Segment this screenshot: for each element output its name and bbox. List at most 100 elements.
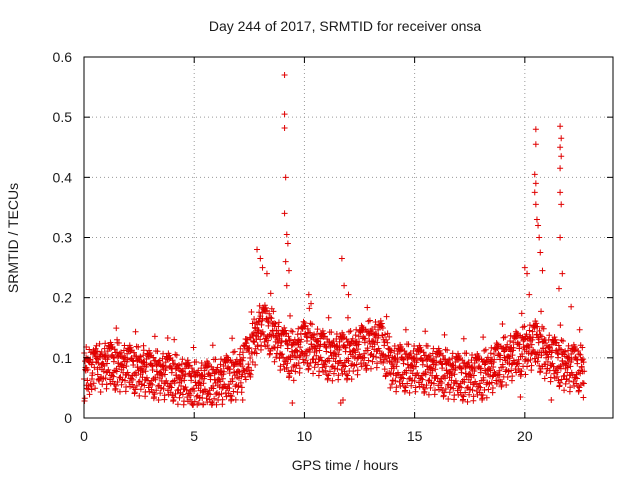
data-point (352, 332, 359, 339)
data-point (280, 361, 287, 368)
data-point (326, 339, 333, 346)
data-point (198, 365, 205, 372)
data-point (257, 255, 264, 262)
data-point (113, 325, 120, 332)
data-point (219, 396, 226, 403)
data-point (565, 342, 572, 349)
data-point (131, 389, 138, 396)
data-point (149, 363, 156, 370)
data-point (337, 399, 344, 406)
data-point (347, 328, 354, 335)
data-point (248, 308, 255, 315)
data-point (384, 339, 391, 346)
data-point (581, 368, 588, 375)
data-point (580, 380, 587, 387)
data-point (159, 362, 166, 369)
data-point (247, 355, 254, 362)
data-point (414, 369, 421, 376)
data-point (402, 387, 409, 394)
data-point (548, 396, 555, 403)
data-point (323, 363, 330, 370)
data-point (133, 372, 140, 379)
data-point (92, 385, 99, 392)
data-point (229, 378, 236, 385)
data-point (116, 388, 123, 395)
x-tick-label: 15 (407, 428, 423, 444)
data-point (86, 391, 93, 398)
data-point (228, 393, 235, 400)
y-tick-label: 0.2 (53, 290, 73, 306)
data-point (410, 348, 417, 355)
data-point (256, 302, 263, 309)
data-point (423, 382, 430, 389)
data-point (266, 310, 273, 317)
data-point (509, 373, 516, 380)
data-point (531, 189, 538, 196)
data-point (123, 363, 130, 370)
data-point (458, 392, 465, 399)
data-point (321, 341, 328, 348)
data-point (163, 377, 170, 384)
data-point (469, 387, 476, 394)
data-point (485, 386, 492, 393)
data-point (161, 392, 168, 399)
data-point (258, 342, 265, 349)
data-point (374, 339, 381, 346)
chart-title: Day 244 of 2017, SRMTID for receiver ons… (209, 18, 482, 34)
data-point (179, 356, 186, 363)
data-point (275, 323, 282, 330)
data-point (335, 351, 342, 358)
data-point (193, 358, 200, 365)
data-point (281, 72, 288, 79)
data-point (497, 352, 504, 359)
data-point (226, 385, 233, 392)
data-point (438, 384, 445, 391)
data-point (385, 353, 392, 360)
data-point (342, 344, 349, 351)
data-point (557, 322, 564, 329)
data-point (356, 339, 363, 346)
data-point (148, 386, 155, 393)
data-point (444, 347, 451, 354)
data-point (153, 387, 160, 394)
data-point (311, 331, 318, 338)
data-point (157, 369, 164, 376)
y-tick-label: 0.1 (53, 350, 73, 366)
data-point (84, 377, 91, 384)
data-point (499, 363, 506, 370)
data-point (283, 231, 290, 238)
data-point (459, 357, 466, 364)
data-point (469, 352, 476, 359)
data-point (442, 385, 449, 392)
data-point (489, 373, 496, 380)
data-point (439, 361, 446, 368)
data-point (265, 319, 272, 326)
data-point (496, 371, 503, 378)
data-point (547, 374, 554, 381)
data-point (211, 395, 218, 402)
data-point (430, 380, 437, 387)
data-point (386, 333, 393, 340)
data-point (141, 382, 148, 389)
data-point (322, 367, 329, 374)
data-point (406, 389, 413, 396)
data-point (387, 346, 394, 353)
data-point (366, 317, 373, 324)
data-point (186, 370, 193, 377)
data-point (461, 379, 468, 386)
x-tick-label: 0 (80, 428, 88, 444)
data-point (281, 111, 288, 118)
data-point (264, 342, 271, 349)
data-point (521, 323, 528, 330)
data-point (296, 365, 303, 372)
y-tick-label: 0.6 (53, 49, 73, 65)
data-point (499, 378, 506, 385)
data-point (135, 343, 142, 350)
data-point (580, 359, 587, 366)
data-point (333, 336, 340, 343)
data-point (281, 324, 288, 331)
data-point (557, 144, 564, 151)
data-point (577, 351, 584, 358)
data-point (151, 333, 158, 340)
